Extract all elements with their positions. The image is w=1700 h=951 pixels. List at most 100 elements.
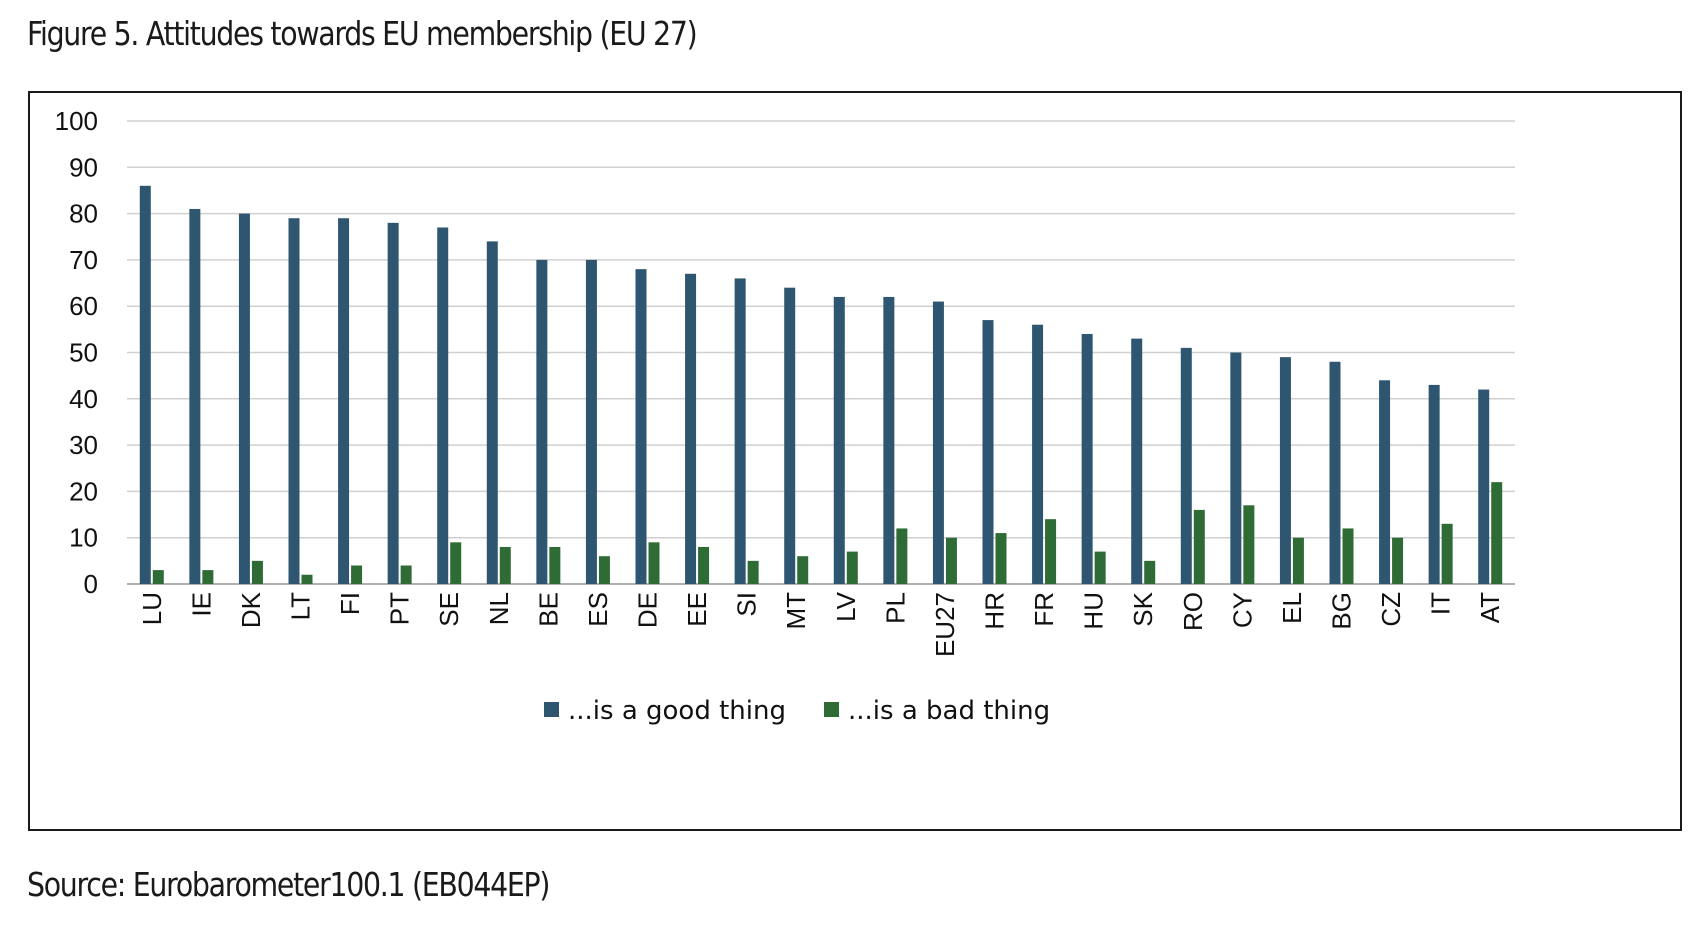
bar-bad-ee	[698, 546, 710, 584]
bar-good-el	[1279, 357, 1291, 584]
x-tick-label-fi: FI	[335, 592, 365, 615]
x-tick-label-se: SE	[434, 592, 464, 627]
bar-good-pt	[387, 222, 399, 585]
y-tick-label: 100	[55, 106, 98, 136]
bar-bad-se	[450, 542, 462, 584]
y-tick-label: 60	[69, 291, 98, 321]
bar-bad-at	[1491, 482, 1503, 584]
y-tick-label: 20	[69, 476, 98, 506]
y-tick-label: 40	[69, 384, 98, 414]
x-tick-label-it: IT	[1426, 592, 1456, 615]
bar-good-ro	[1180, 347, 1192, 584]
figure-title: Figure 5. Attitudes towards EU membershi…	[27, 14, 698, 53]
bar-good-de	[635, 269, 647, 584]
bar-good-mt	[784, 287, 796, 584]
bar-good-fi	[338, 218, 350, 584]
bar-good-cz	[1379, 380, 1391, 584]
x-tick-label-bg: BG	[1327, 592, 1357, 630]
bar-bad-pt	[400, 565, 412, 584]
x-tick-label-lt: LT	[286, 592, 316, 621]
legend-good-label: ...is a good thing	[568, 696, 786, 726]
bar-bad-ro	[1193, 509, 1205, 584]
y-tick-label: 50	[69, 338, 98, 368]
x-tick-label-lv: LV	[831, 591, 861, 622]
bar-good-cy	[1230, 352, 1242, 584]
bar-good-si	[734, 278, 746, 584]
bar-bad-el	[1292, 537, 1304, 584]
bar-good-fr	[1032, 324, 1044, 584]
x-tick-label-el: EL	[1277, 592, 1307, 624]
x-tick-label-ro: RO	[1178, 592, 1208, 631]
x-tick-label-at: AT	[1475, 592, 1505, 623]
bar-bad-it	[1441, 523, 1453, 584]
bar-good-bg	[1329, 361, 1341, 584]
x-tick-label-ie: IE	[186, 592, 216, 617]
x-tick-label-ee: EE	[682, 592, 712, 627]
legend-bad-swatch	[824, 702, 839, 717]
source-note: Source: Eurobarometer100.1 (EB044EP)	[27, 865, 550, 904]
bar-bad-ie	[202, 570, 214, 584]
bar-bad-es	[598, 556, 610, 584]
x-tick-label-dk: DK	[236, 591, 266, 628]
legend-bad-label: ...is a bad thing	[848, 696, 1050, 726]
bar-good-lv	[833, 296, 845, 584]
y-tick-label: 0	[84, 569, 98, 599]
bar-bad-de	[648, 542, 660, 584]
x-tick-label-pt: PT	[385, 592, 415, 625]
bar-good-ee	[685, 273, 697, 584]
bar-bad-lv	[846, 551, 858, 584]
y-tick-label: 10	[69, 523, 98, 553]
y-tick-label: 70	[69, 245, 98, 275]
bar-bad-sk	[1144, 560, 1156, 584]
x-tick-label-es: ES	[583, 592, 613, 627]
bar-good-lt	[288, 218, 300, 584]
x-tick-label-nl: NL	[484, 592, 514, 625]
x-tick-label-hr: HR	[980, 592, 1010, 630]
bar-bad-nl	[499, 546, 511, 584]
x-tick-label-fr: FR	[1029, 592, 1059, 627]
x-tick-label-si: SI	[732, 592, 762, 617]
bar-good-pl	[883, 296, 895, 584]
bar-bad-eu27	[945, 537, 957, 584]
bar-good-es	[585, 259, 597, 584]
bar-good-at	[1478, 389, 1490, 584]
x-tick-label-de: DE	[633, 592, 663, 628]
bar-good-lu	[139, 185, 151, 584]
x-tick-label-cz: CZ	[1376, 592, 1406, 627]
bar-good-sk	[1131, 338, 1143, 584]
bar-good-ie	[189, 208, 201, 584]
x-tick-label-eu27: EU27	[930, 592, 960, 657]
x-tick-label-hu: HU	[1079, 592, 1109, 630]
bar-bad-hr	[995, 533, 1007, 584]
x-tick-label-sk: SK	[1128, 591, 1158, 626]
bar-bad-cy	[1243, 505, 1255, 584]
bar-bad-lu	[152, 570, 164, 584]
bar-good-hr	[982, 320, 994, 584]
bar-good-hu	[1081, 333, 1093, 584]
y-tick-label: 30	[69, 430, 98, 460]
bar-chart: 0 10 20 30 40 50 60 70 80 90 100 LU IE DK LT FI PT SE NL BE…	[55, 106, 1515, 726]
x-tick-label-lu: LU	[137, 592, 167, 625]
x-tick-label-cy: CY	[1227, 592, 1257, 628]
bar-good-nl	[486, 241, 498, 584]
legend-good-swatch	[544, 702, 559, 717]
bar-bad-pl	[896, 528, 908, 584]
bar-bad-lt	[301, 574, 313, 584]
bar-good-be	[536, 259, 548, 584]
bar-bad-dk	[251, 560, 263, 584]
bar-bad-mt	[797, 556, 809, 584]
bar-bad-fi	[351, 565, 363, 584]
bar-good-it	[1428, 384, 1440, 584]
bar-good-eu27	[932, 301, 944, 584]
bar-good-dk	[238, 213, 250, 584]
bar-good-se	[437, 227, 449, 585]
bar-bad-hu	[1094, 551, 1106, 584]
bar-bad-bg	[1342, 528, 1354, 584]
y-tick-label: 90	[69, 152, 98, 182]
x-tick-label-pl: PL	[880, 592, 910, 624]
bar-bad-be	[549, 546, 561, 584]
bar-bad-cz	[1392, 537, 1404, 584]
bar-bad-fr	[1045, 519, 1057, 584]
chart-frame: 0 10 20 30 40 50 60 70 80 90 100 LU IE DK LT FI PT SE NL BE…	[28, 91, 1682, 831]
x-tick-label-be: BE	[533, 592, 563, 627]
